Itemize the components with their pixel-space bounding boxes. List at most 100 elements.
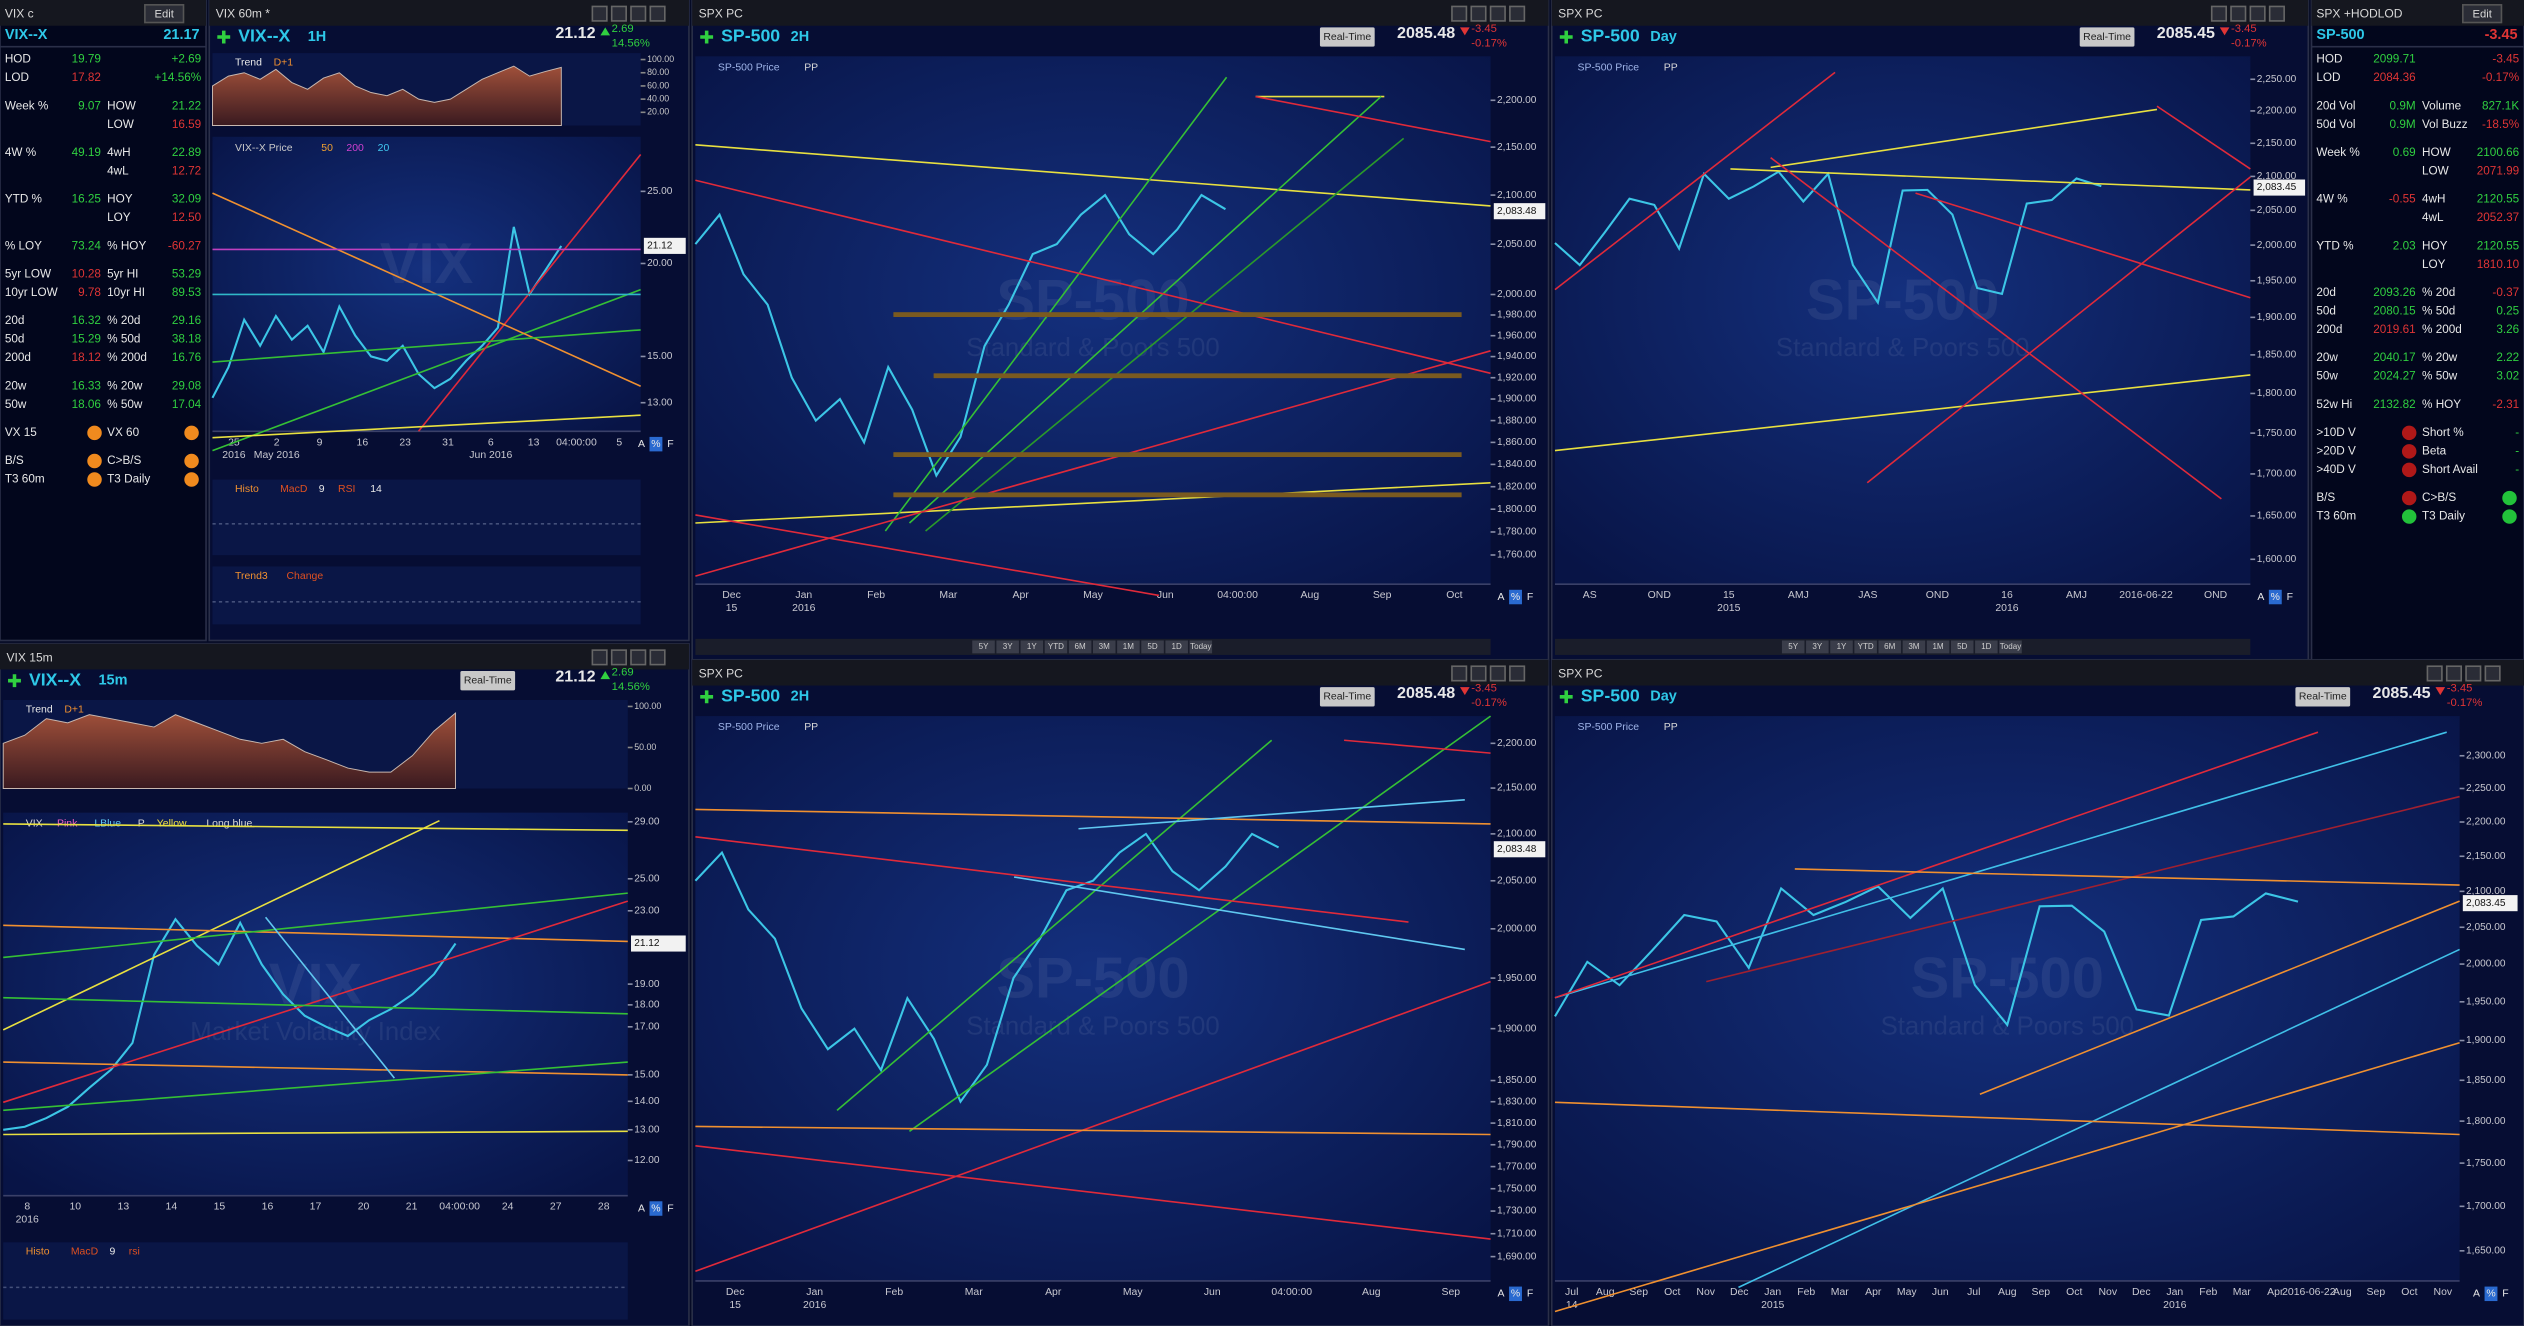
symbol[interactable]: VIX--X bbox=[29, 669, 81, 689]
add-symbol-icon[interactable] bbox=[217, 30, 231, 44]
window-button[interactable] bbox=[2230, 5, 2247, 22]
scale-label[interactable]: F bbox=[667, 1203, 673, 1214]
range-button[interactable] bbox=[1781, 640, 1805, 654]
range-button[interactable] bbox=[1165, 640, 1188, 654]
range-button[interactable] bbox=[1830, 640, 1853, 654]
realtime-button[interactable] bbox=[2079, 27, 2135, 47]
range-label[interactable]: 5Y bbox=[1788, 642, 1798, 651]
close-button[interactable] bbox=[1509, 5, 1526, 22]
add-symbol-icon[interactable] bbox=[700, 690, 714, 704]
scale-button[interactable] bbox=[2268, 589, 2282, 605]
range-label[interactable]: 3M bbox=[1099, 642, 1110, 651]
range-label[interactable]: 1M bbox=[1123, 642, 1134, 651]
realtime-label[interactable]: Real-Time bbox=[2299, 692, 2347, 703]
range-button[interactable] bbox=[1068, 640, 1092, 654]
window-button[interactable] bbox=[630, 649, 647, 666]
window-button[interactable] bbox=[591, 649, 608, 666]
symbol[interactable]: VIX--X bbox=[238, 26, 290, 46]
edit-label[interactable]: Edit bbox=[154, 8, 174, 20]
range-button[interactable] bbox=[1902, 640, 1926, 654]
window-button[interactable] bbox=[610, 649, 627, 666]
scale-button[interactable] bbox=[649, 1201, 663, 1216]
range-button[interactable] bbox=[972, 640, 995, 654]
realtime-label[interactable]: Real-Time bbox=[464, 675, 512, 686]
window-button[interactable] bbox=[1470, 5, 1487, 22]
range-label[interactable]: YTD bbox=[1048, 642, 1064, 651]
scale-label[interactable]: A bbox=[2257, 592, 2264, 603]
range-button[interactable] bbox=[1020, 640, 1044, 654]
range-label[interactable]: 5Y bbox=[979, 642, 989, 651]
window-button[interactable] bbox=[1489, 665, 1506, 682]
range-button[interactable] bbox=[1878, 640, 1902, 654]
scale-label[interactable]: % bbox=[651, 1203, 660, 1214]
scale-label[interactable]: A bbox=[1498, 1289, 1505, 1300]
close-button[interactable] bbox=[1509, 665, 1526, 682]
scale-label[interactable]: F bbox=[1527, 592, 1533, 603]
window-button[interactable] bbox=[610, 5, 627, 22]
scale-label[interactable]: % bbox=[2486, 1289, 2495, 1300]
scale-label[interactable]: F bbox=[667, 439, 673, 450]
symbol[interactable]: SP-500 bbox=[1581, 685, 1640, 705]
scale-label[interactable]: A bbox=[1498, 592, 1505, 603]
range-button[interactable] bbox=[1975, 640, 1998, 654]
window-button[interactable] bbox=[1489, 5, 1506, 22]
close-button[interactable] bbox=[2484, 665, 2501, 682]
scale-label[interactable]: F bbox=[2502, 1289, 2508, 1300]
interval[interactable]: 1H bbox=[308, 29, 327, 45]
range-label[interactable]: 5D bbox=[1957, 642, 1967, 651]
scale-label[interactable]: % bbox=[2271, 592, 2280, 603]
range-button[interactable] bbox=[1117, 640, 1140, 654]
symbol[interactable]: SP-500 bbox=[1581, 26, 1640, 46]
range-label[interactable]: 1D bbox=[1172, 642, 1182, 651]
range-button[interactable] bbox=[996, 640, 1019, 654]
interval[interactable]: 2H bbox=[791, 689, 810, 705]
scale-label[interactable]: % bbox=[1511, 592, 1520, 603]
window-button[interactable] bbox=[2210, 5, 2228, 22]
symbol[interactable]: SP-500 bbox=[721, 26, 780, 46]
realtime-button[interactable] bbox=[460, 671, 516, 691]
window-button[interactable] bbox=[2445, 665, 2463, 682]
realtime-button[interactable] bbox=[1319, 687, 1375, 707]
window-button[interactable] bbox=[1451, 5, 1468, 22]
window-button[interactable] bbox=[591, 5, 608, 22]
range-button[interactable] bbox=[1926, 640, 1950, 654]
range-label[interactable]: 6M bbox=[1884, 642, 1895, 651]
interval[interactable]: 15m bbox=[99, 673, 128, 689]
interval[interactable]: Day bbox=[1650, 689, 1677, 705]
range-label[interactable]: Today bbox=[2000, 642, 2021, 651]
window-button[interactable] bbox=[2465, 665, 2482, 682]
edit-label[interactable]: Edit bbox=[2472, 8, 2492, 20]
range-label[interactable]: YTD bbox=[1858, 642, 1874, 651]
scale-button[interactable] bbox=[2484, 1286, 2498, 1302]
symbol[interactable]: SP-500 bbox=[721, 685, 780, 705]
edit-button[interactable] bbox=[144, 4, 185, 24]
scale-label[interactable]: A bbox=[638, 439, 645, 450]
window-button[interactable] bbox=[1451, 665, 1468, 682]
range-button[interactable] bbox=[1854, 640, 1877, 654]
range-label[interactable]: 1M bbox=[1932, 642, 1943, 651]
close-button[interactable] bbox=[649, 5, 666, 22]
window-button[interactable] bbox=[1470, 665, 1487, 682]
add-symbol-icon[interactable] bbox=[700, 30, 714, 44]
interval[interactable]: Day bbox=[1650, 29, 1677, 45]
scale-label[interactable]: % bbox=[651, 439, 660, 450]
interval[interactable]: 2H bbox=[791, 29, 810, 45]
scale-button[interactable] bbox=[649, 436, 663, 452]
range-button[interactable] bbox=[1044, 640, 1068, 654]
close-button[interactable] bbox=[649, 649, 666, 666]
range-button[interactable] bbox=[1950, 640, 1974, 654]
range-button[interactable] bbox=[1999, 640, 2022, 654]
realtime-button[interactable] bbox=[2295, 687, 2351, 707]
range-button[interactable] bbox=[1141, 640, 1164, 654]
realtime-label[interactable]: Real-Time bbox=[1323, 32, 1371, 43]
add-symbol-icon[interactable] bbox=[1559, 30, 1573, 44]
scale-label[interactable]: F bbox=[2287, 592, 2293, 603]
range-label[interactable]: 3Y bbox=[1003, 642, 1013, 651]
close-button[interactable] bbox=[2268, 5, 2285, 22]
range-label[interactable]: Today bbox=[1190, 642, 1211, 651]
range-label[interactable]: 6M bbox=[1075, 642, 1086, 651]
window-button[interactable] bbox=[2426, 665, 2443, 682]
range-label[interactable]: 1D bbox=[1981, 642, 1991, 651]
range-label[interactable]: 3Y bbox=[1812, 642, 1822, 651]
add-symbol-icon[interactable] bbox=[8, 674, 21, 688]
